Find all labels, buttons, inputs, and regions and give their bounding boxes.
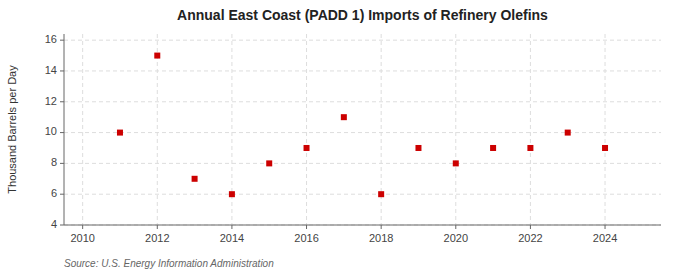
grid <box>64 34 661 225</box>
point <box>565 130 571 136</box>
point <box>527 145 533 151</box>
title: Annual East Coast (PADD 1) Imports of Re… <box>177 7 548 23</box>
x-tick <box>605 225 606 229</box>
x-grid-line <box>157 34 158 225</box>
x-tick <box>381 225 382 229</box>
x-tick-label: 2022 <box>518 232 542 244</box>
x-tick-label: 2012 <box>145 232 169 244</box>
y-axis-line <box>64 34 65 225</box>
point <box>602 145 608 151</box>
y-tick-label: 12 <box>45 95 57 107</box>
x-tick <box>157 225 158 229</box>
x-grid-line <box>82 34 83 225</box>
point <box>453 160 459 166</box>
chart-svg: 4 6 8 10 12 14 16 2010 2012 2014 2016 2018 2020 2022 2… <box>0 0 675 275</box>
point <box>229 191 235 197</box>
y-tick-label: 10 <box>45 125 57 137</box>
x-tick <box>231 225 232 229</box>
point <box>117 130 123 136</box>
point <box>378 191 384 197</box>
y-tick <box>60 225 64 226</box>
y-grid-line <box>64 163 661 164</box>
x-tick-label: 2024 <box>593 232 617 244</box>
point <box>490 145 496 151</box>
point <box>154 53 160 59</box>
x-tick-label: 2018 <box>369 232 393 244</box>
x-axis-line <box>64 225 661 226</box>
chart-container: 4 6 8 10 12 14 16 2010 2012 2014 2016 2018 2020 2022 2… <box>0 0 675 275</box>
y-tick-label: 6 <box>51 187 57 199</box>
source-note: Source: U.S. Energy Information Administ… <box>64 258 274 269</box>
x-grid-line <box>455 34 456 225</box>
point <box>266 160 272 166</box>
y-grid-line <box>64 40 661 41</box>
point <box>192 176 198 182</box>
points <box>117 53 608 198</box>
x-tick-label: 2014 <box>220 232 244 244</box>
x-tick-label: 2016 <box>294 232 318 244</box>
y-tick <box>60 101 64 102</box>
y-tick <box>60 163 64 164</box>
point <box>304 145 310 151</box>
y-grid-line <box>64 194 661 195</box>
point <box>415 145 421 151</box>
x-grid-line <box>605 34 606 225</box>
ticks: 4 6 8 10 12 14 16 2010 2012 2014 2016 2018 2020 2022 2… <box>45 33 618 244</box>
x-tick <box>306 225 307 229</box>
x-tick-label: 2020 <box>444 232 468 244</box>
point <box>341 114 347 120</box>
y-tick <box>60 132 64 133</box>
y-grid-line <box>64 225 661 226</box>
x-tick <box>530 225 531 229</box>
y-tick <box>60 194 64 195</box>
x-grid-line <box>306 34 307 225</box>
x-tick-label: 2010 <box>70 232 94 244</box>
y-tick-label: 4 <box>51 218 57 230</box>
x-tick <box>455 225 456 229</box>
y-grid-line <box>64 132 661 133</box>
y-tick-label: 14 <box>45 64 57 76</box>
y-tick-label: 8 <box>51 156 57 168</box>
x-tick <box>82 225 83 229</box>
y-grid-line <box>64 101 661 102</box>
y-axis-label: Thousand Barrels per Day <box>6 65 18 194</box>
x-grid-line <box>530 34 531 225</box>
y-grid-line <box>64 70 661 71</box>
y-tick <box>60 40 64 41</box>
y-tick <box>60 70 64 71</box>
y-tick-label: 16 <box>45 33 57 45</box>
